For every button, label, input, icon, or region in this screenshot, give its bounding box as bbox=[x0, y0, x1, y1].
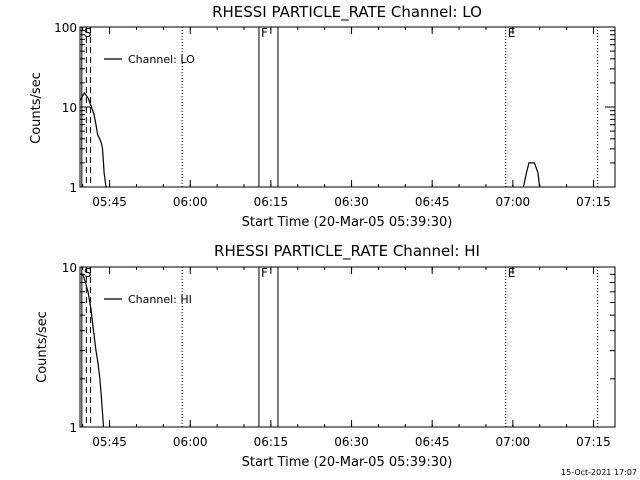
y-tick-label-lo: 1 bbox=[69, 181, 77, 195]
x-tick-label-lo: 07:00 bbox=[496, 195, 531, 209]
plot-panel-lo: 05:45 06:00 06:15 06:30 06:45 07:00 07:15 1 10 10… bbox=[54, 21, 616, 209]
event-label-hi: E bbox=[508, 266, 516, 280]
series-line-hi-0 bbox=[80, 273, 105, 428]
y-tick-label-hi: 10 bbox=[62, 261, 77, 275]
x-tick-label-lo: 06:30 bbox=[334, 195, 369, 209]
x-tick-label-hi: 06:30 bbox=[334, 435, 369, 449]
x-tick-label-hi: 06:15 bbox=[254, 435, 289, 449]
event-label-lo: S bbox=[84, 26, 92, 40]
event-label-hi: F bbox=[261, 266, 268, 280]
y-axis-label-hi: Counts/sec bbox=[35, 311, 50, 383]
event-label-lo: F bbox=[261, 26, 268, 40]
x-tick-label-lo: 07:15 bbox=[576, 195, 611, 209]
footer-timestamp: 15-Oct-2021 17:07 bbox=[561, 468, 637, 477]
y-axis-label-lo: Counts/sec bbox=[29, 72, 44, 144]
x-axis-label-hi: Start Time (20-Mar-05 05:39:30) bbox=[242, 455, 453, 470]
plot-panel-hi: 05:45 06:00 06:15 06:30 06:45 07:00 07:15 1 10 S F… bbox=[62, 261, 616, 449]
x-tick-label-lo: 06:00 bbox=[173, 195, 208, 209]
x-tick-label-hi: 07:00 bbox=[496, 435, 531, 449]
x-axis-label-lo: Start Time (20-Mar-05 05:39:30) bbox=[242, 215, 453, 230]
series-line-lo-0 bbox=[79, 91, 107, 188]
chart-title-lo: RHESSI PARTICLE_RATE Channel: LO bbox=[212, 3, 482, 22]
x-tick-label-hi: 05:45 bbox=[92, 435, 127, 449]
legend-label-hi: Channel: HI bbox=[128, 293, 192, 306]
y-tick-label-lo: 100 bbox=[54, 21, 77, 35]
x-tick-label-hi: 06:45 bbox=[415, 435, 450, 449]
plot-frame-hi bbox=[79, 266, 616, 428]
event-label-hi: S bbox=[84, 266, 92, 280]
x-tick-label-lo: 05:45 bbox=[92, 195, 127, 209]
legend-label-lo: Channel: LO bbox=[128, 53, 195, 66]
x-tick-label-hi: 06:00 bbox=[173, 435, 208, 449]
x-tick-label-lo: 06:45 bbox=[415, 195, 450, 209]
x-tick-label-hi: 07:15 bbox=[576, 435, 611, 449]
event-label-lo: E bbox=[508, 26, 516, 40]
series-line-lo-1 bbox=[522, 162, 541, 188]
x-tick-label-lo: 06:15 bbox=[254, 195, 289, 209]
chart-title-hi: RHESSI PARTICLE_RATE Channel: HI bbox=[214, 242, 480, 261]
y-tick-label-hi: 1 bbox=[69, 421, 77, 435]
y-tick-label-lo: 10 bbox=[62, 101, 77, 115]
